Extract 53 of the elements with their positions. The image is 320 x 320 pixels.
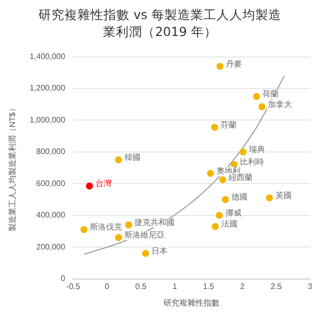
x-tick-label: -0.5 [66, 282, 81, 291]
annotation: 芬蘭 [220, 120, 237, 130]
annotation: 瑞典 [249, 145, 266, 154]
y-tick-label: 1,200,000 [30, 84, 66, 93]
point [216, 62, 224, 70]
annotation: 斯洛維尼亞 [124, 230, 165, 240]
point [80, 226, 88, 234]
annotation: 韓國 [124, 152, 141, 162]
point [266, 194, 273, 202]
point [142, 250, 150, 257]
x-tick-label: 1.5 [202, 282, 215, 291]
y-axis-title: 製造業工人人均製造業利潤（NT$） [8, 104, 18, 232]
point [212, 222, 219, 230]
x-tick-label: 1 [172, 282, 178, 291]
x-axis-title: 研究複雜性指數 [164, 298, 220, 308]
point [207, 170, 214, 177]
y-tick-label: 1,000,000 [30, 115, 66, 124]
x-tick-label: 0.5 [135, 282, 147, 291]
annotation: 台灣 [95, 179, 112, 188]
annotation: 法國 [221, 220, 238, 229]
point [258, 103, 266, 110]
annotation: 捷克共和國 [134, 218, 175, 227]
annotation: 紐西蘭 [228, 172, 253, 182]
y-tick-label: 800,000 [36, 147, 66, 156]
point [115, 156, 122, 164]
annotation: 荷蘭 [262, 90, 279, 99]
point [219, 176, 226, 184]
y-tick-label: 600,000 [36, 178, 66, 188]
annotation: 德國 [231, 192, 248, 202]
point [240, 148, 247, 156]
point [253, 92, 260, 100]
annotation: 比利時 [240, 158, 264, 167]
y-tick-label: 1,400,000 [30, 52, 66, 62]
annotation: 挪威 [225, 208, 242, 218]
x-tick-label: 2 [240, 282, 246, 291]
y-tick-label: 400,000 [36, 210, 66, 220]
point [216, 212, 223, 219]
x-tick-label: 3 [308, 282, 313, 291]
y-tick-label: 200,000 [36, 242, 66, 252]
point [115, 234, 122, 242]
point [222, 196, 229, 204]
annotation: 加拿大 [268, 100, 292, 109]
chart-title: 研究複雜性指數 vs 每製造業工人人均製造業利潤（2019 年） [38, 6, 282, 41]
y-tick-label: 0 [60, 274, 66, 284]
annotation: 英國 [275, 191, 292, 200]
point [125, 221, 132, 228]
x-tick-label: 2.5 [270, 282, 282, 291]
annotation: 丹麥 [226, 59, 242, 68]
annotation: 斯洛伐克 [90, 222, 122, 232]
x-tick-label: 0 [104, 282, 110, 291]
point [211, 124, 218, 131]
annotation: 日本 [152, 246, 168, 256]
point [86, 182, 93, 190]
